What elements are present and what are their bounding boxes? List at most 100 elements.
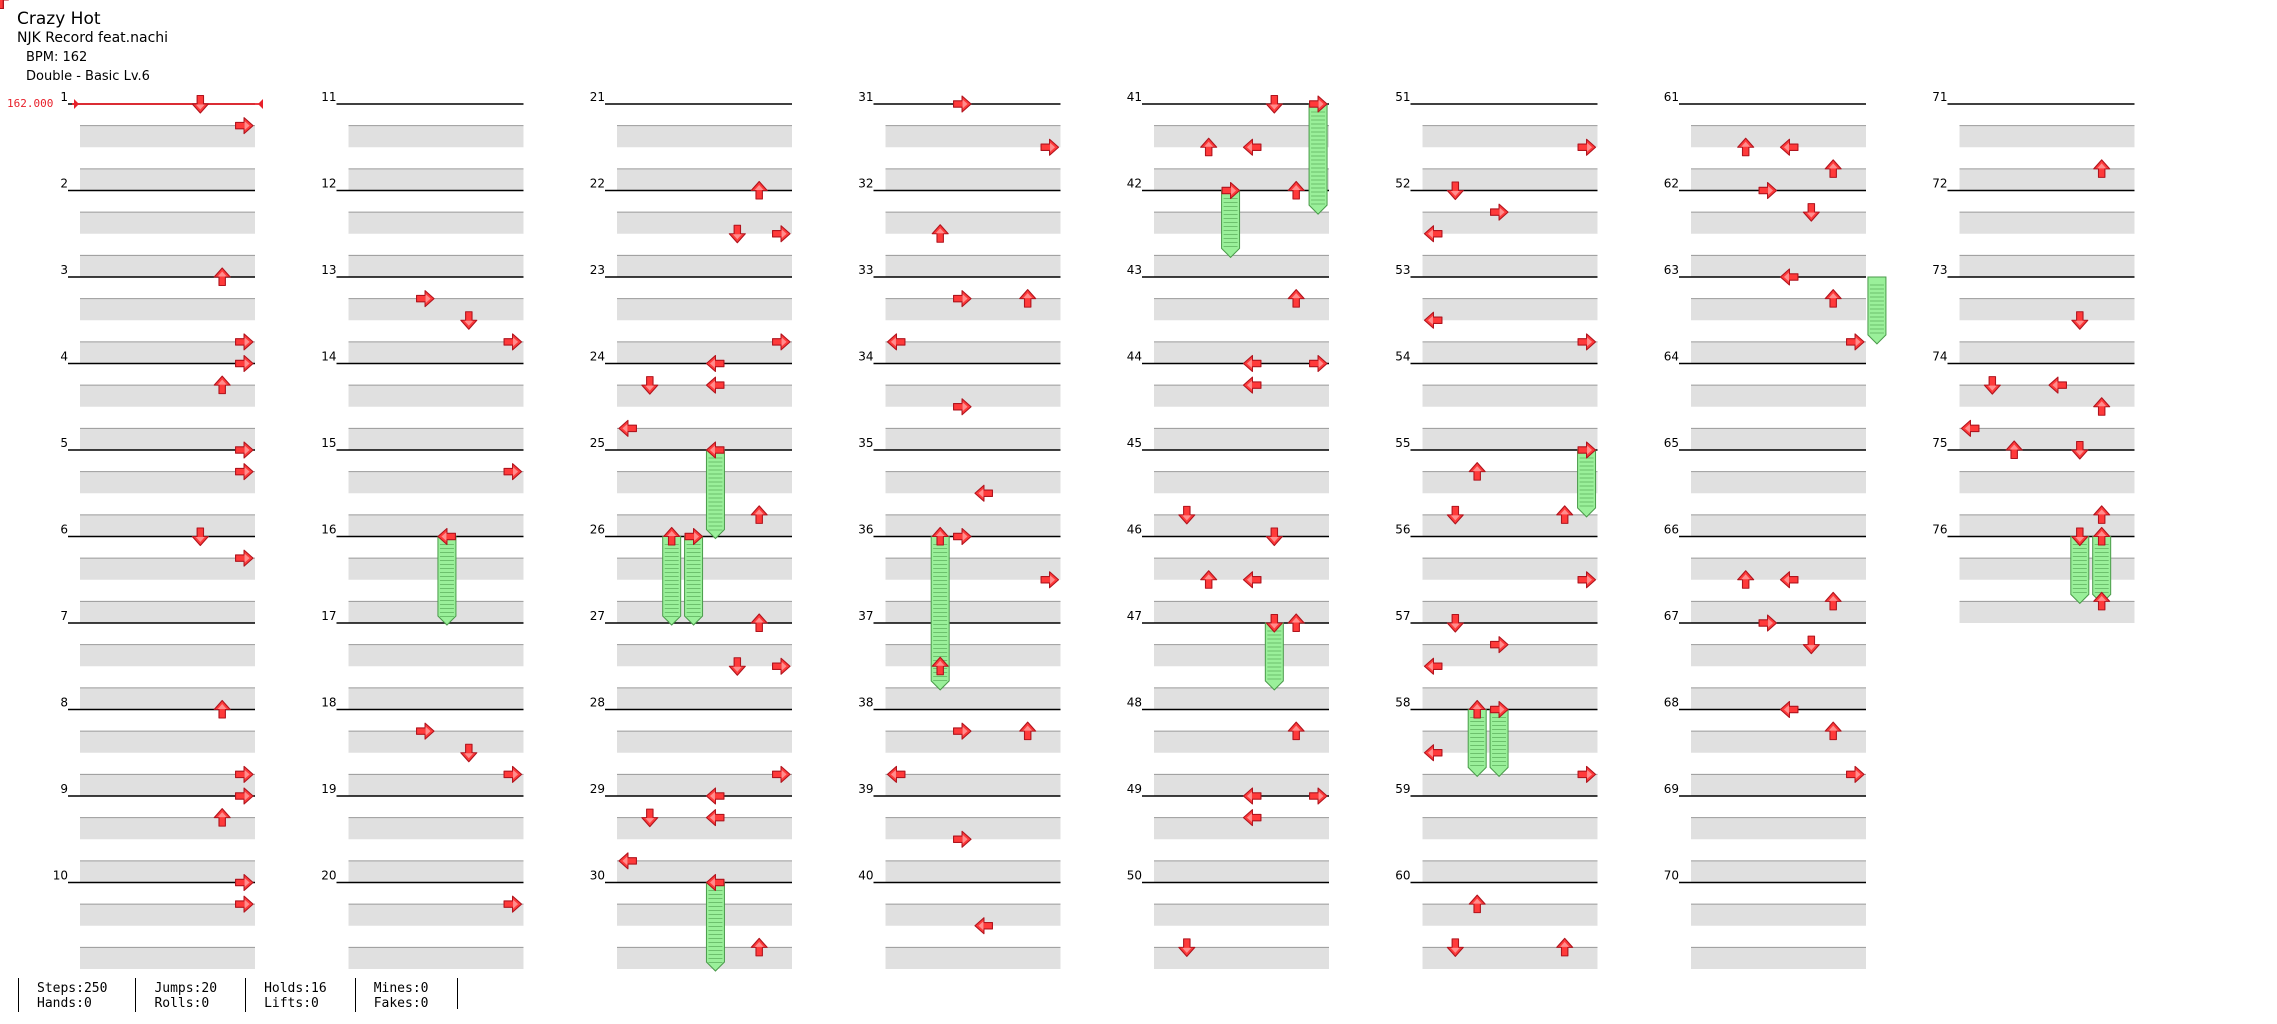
shaded-row [885,904,1061,926]
arrow-shape [191,94,209,114]
shaded-row [617,428,792,450]
arrow-down-icon [191,527,209,547]
arrow-highlight [1269,104,1279,110]
hold-note [1264,622,1284,691]
arrow-up-icon [2005,440,2023,460]
shaded-row [617,947,792,969]
shaded-row [1691,341,1866,364]
arrow-shape [235,333,254,351]
shaded-row [1691,644,1866,667]
shaded-row [1422,860,1598,883]
shaded-row [80,558,255,580]
arrow-shape [953,722,972,740]
measure-number: 32 [858,177,873,191]
hold-note [662,536,682,626]
arrow-shape [191,527,209,547]
shaded-row [348,168,524,191]
arrow-shape [1309,354,1328,373]
measure-number: 7 [60,609,68,623]
arrow-right-icon [416,290,435,308]
measure-number: 2 [60,177,68,191]
arrow-shape [1242,571,1262,589]
song-title: Crazy Hot [17,9,101,29]
bpm-marker-left [74,99,79,109]
arrow-highlight [425,294,431,304]
shaded-row [885,168,1061,191]
shaded-row [1959,471,2135,494]
measure-number: 56 [1395,523,1410,537]
stat-jumps: Jumps:20 [154,981,218,996]
shaded-row [348,341,524,364]
shaded-row [885,125,1061,148]
shaded-row [80,168,255,191]
shaded-row [1691,774,1866,796]
shaded-row [80,687,255,710]
arrow-shape [953,398,972,416]
arrow-shape [1446,181,1464,201]
shaded-row [1422,471,1598,494]
arrow-highlight [1246,575,1252,585]
measure-number: 42 [1127,177,1142,191]
arrow-highlight [694,532,700,541]
shaded-row [80,341,255,364]
arrow-down-icon [728,224,746,244]
arrow-up-icon [1737,137,1755,157]
shaded-row [1422,947,1598,969]
arrow-highlight [244,467,250,477]
measure-number: 33 [858,263,873,277]
shaded-row [1154,514,1329,537]
arrow-right-icon [235,873,254,892]
shaded-row [1154,341,1329,364]
shaded-row [348,471,524,494]
arrow-right-icon [1490,203,1509,221]
arrow-shape [235,787,254,805]
arrow-shape [1490,203,1509,221]
arrow-right-icon [1577,138,1597,156]
arrow-shape [235,354,254,373]
arrow-shape [641,376,659,395]
shaded-row [80,601,255,623]
arrow-shape [1242,809,1262,827]
arrow-left-icon [1423,225,1443,243]
arrow-highlight [1768,186,1774,195]
arrow-shape [1577,333,1597,351]
arrow-up-icon [931,656,949,676]
stats-group-mines: Mines:0 Fakes:0 [354,978,457,1012]
shaded-row [885,514,1061,537]
shaded-row [348,731,524,753]
arrow-right-icon [235,333,254,351]
hold-body [1489,709,1509,778]
shaded-row [1154,298,1329,321]
arrow-shape [2093,591,2111,611]
arrow-highlight [217,704,227,709]
arrow-shape [931,526,949,546]
arrow-highlight [1741,574,1751,580]
shaded-row [80,385,255,407]
bpm-change-label: 162.000 [7,97,54,110]
arrow-left-icon [886,333,906,351]
arrow-up-icon [1287,180,1305,200]
arrow-shape [235,441,254,459]
arrow-shape [235,463,254,481]
arrow-down-icon [1265,94,1283,114]
arrow-shape [1468,894,1486,914]
arrow-highlight [622,856,628,866]
shaded-row [885,385,1061,407]
arrow-highlight [1291,617,1301,623]
shaded-row [1154,904,1329,926]
arrow-highlight [1499,705,1505,714]
arrow-shape [213,808,231,827]
arrow-right-icon [1846,765,1865,783]
arrow-left-icon [1242,571,1262,589]
measure-number: 47 [1127,609,1142,623]
arrow-highlight [709,359,715,368]
shaded-row [617,168,792,191]
shaded-row [1691,601,1866,623]
measure-number: 40 [858,869,873,883]
shaded-row [885,471,1061,494]
arrow-shape [503,333,523,351]
arrow-highlight [513,899,519,909]
shaded-row [1691,817,1866,840]
arrow-right-icon [1040,571,1060,589]
arrow-up-icon [2093,526,2111,546]
